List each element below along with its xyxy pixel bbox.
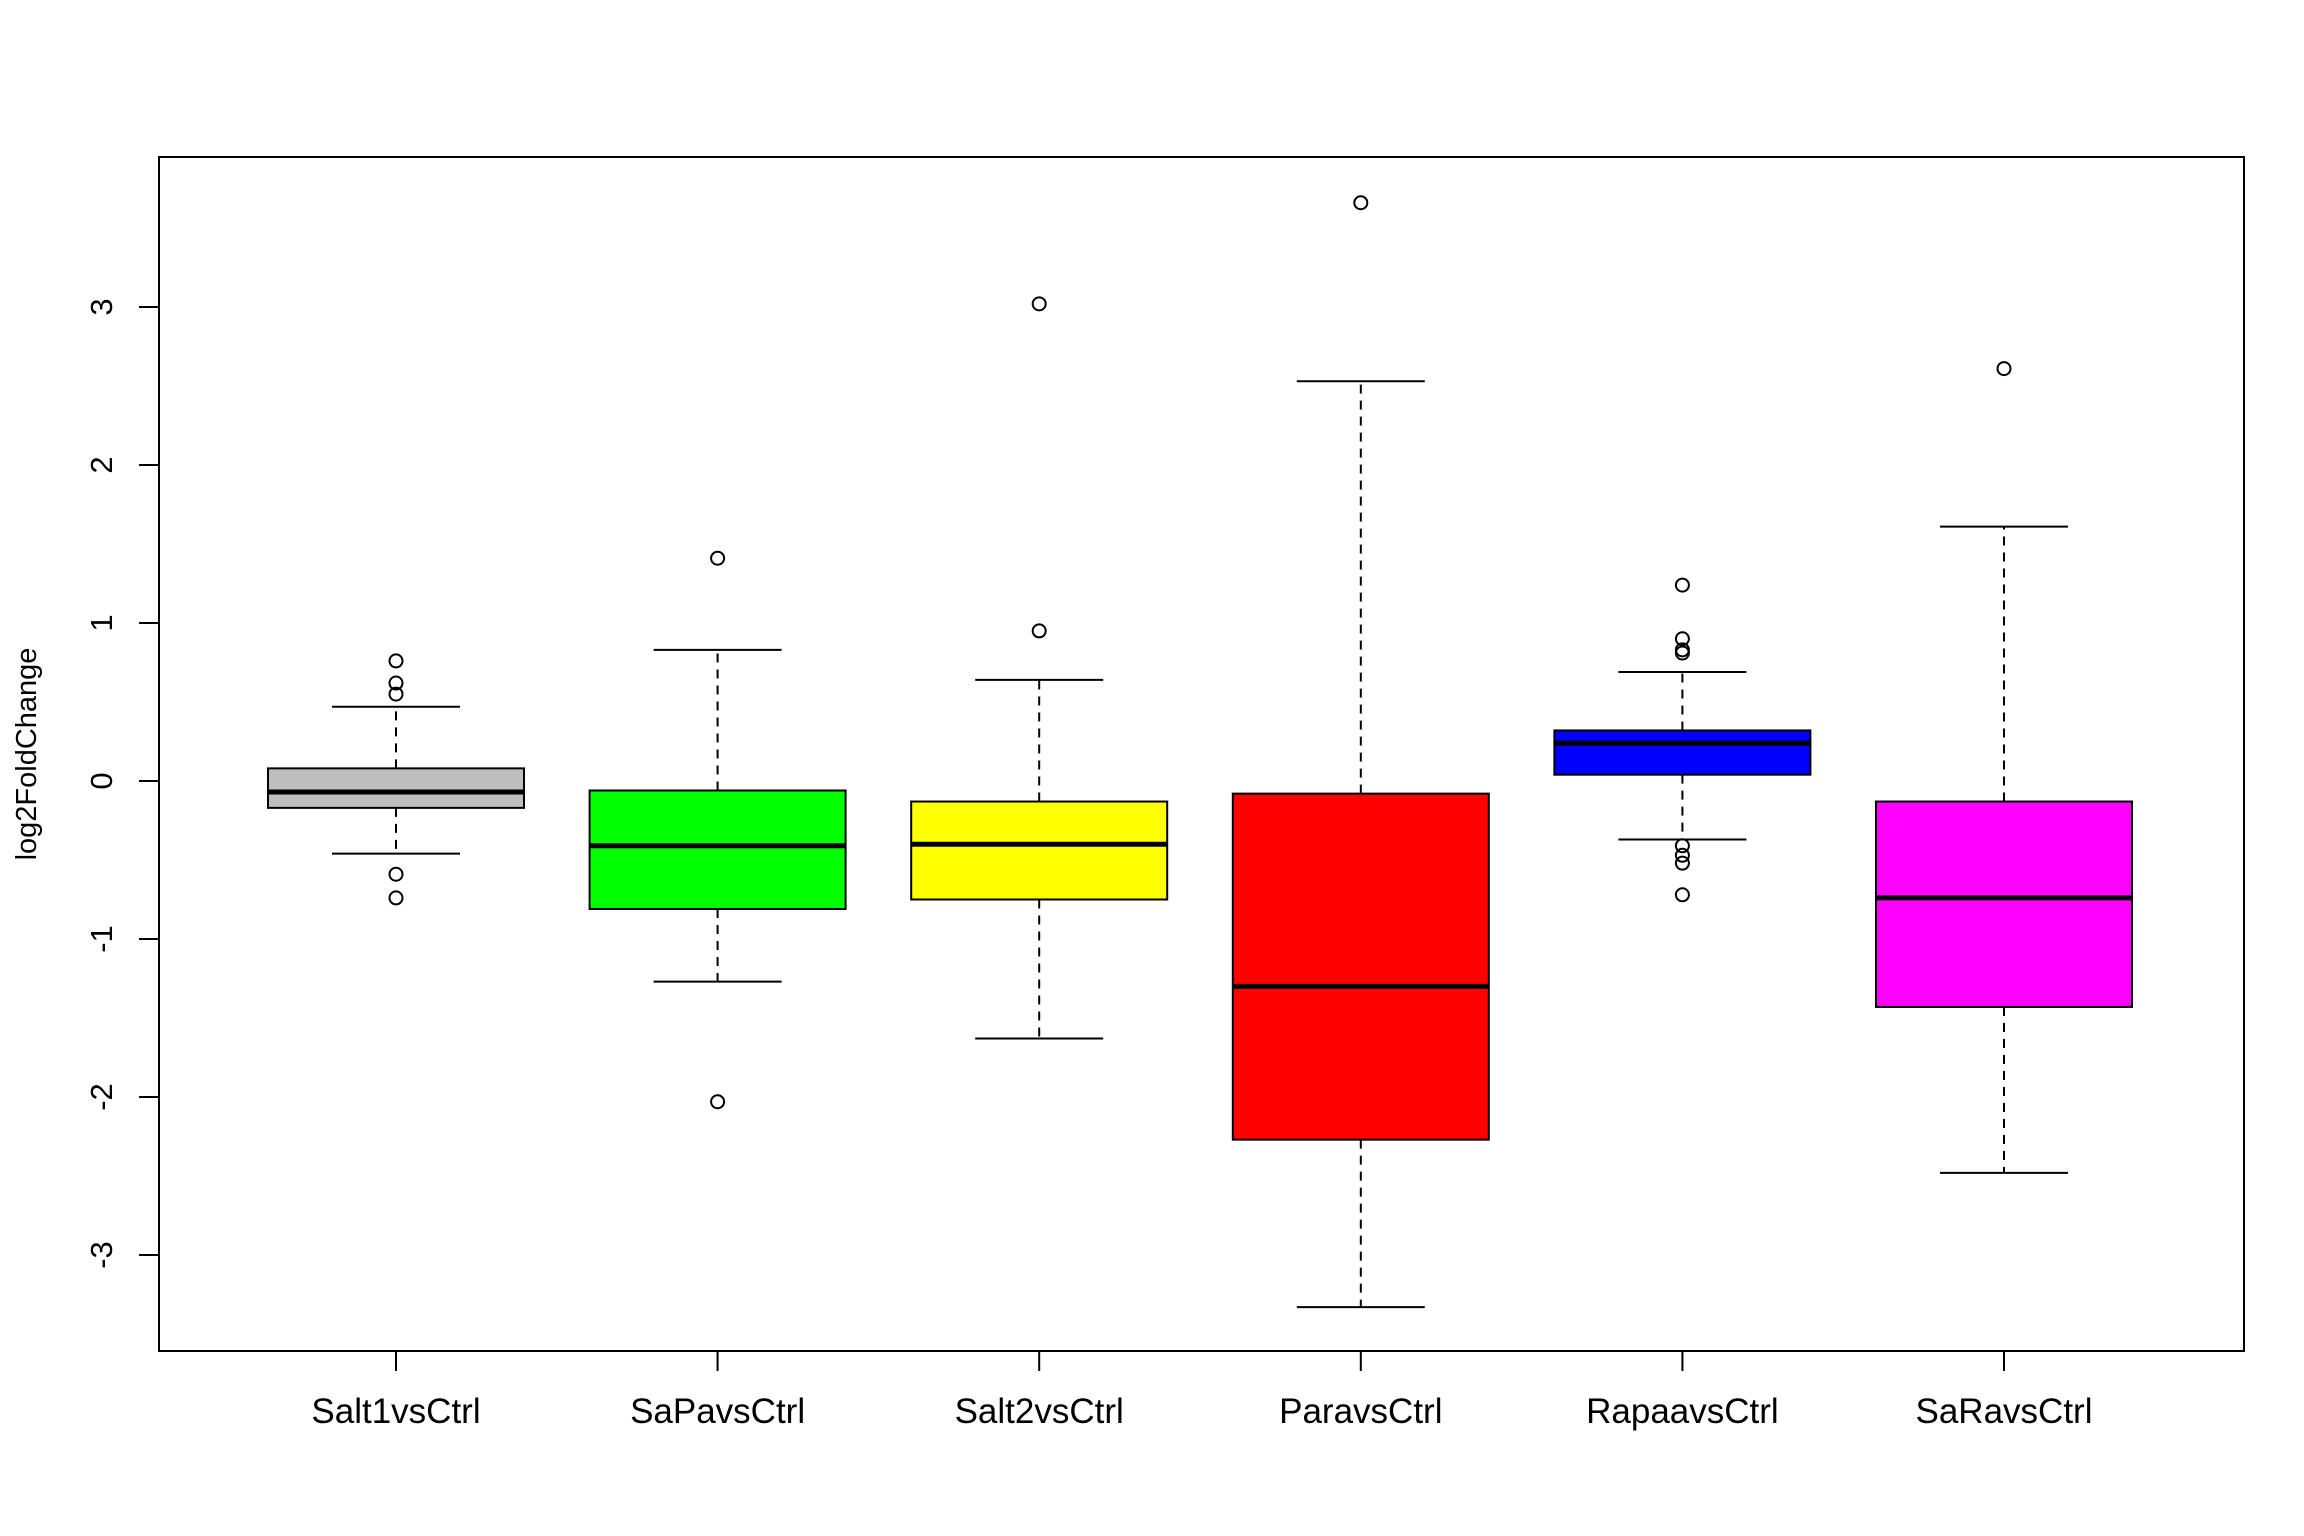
y-tick-label: -2 bbox=[84, 1083, 119, 1111]
box-Salt2vsCtrl bbox=[910, 296, 1169, 1040]
y-tick-label: 3 bbox=[84, 298, 119, 315]
y-tick-label: -3 bbox=[84, 1241, 119, 1269]
x-tick-label: Salt1vsCtrl bbox=[311, 1392, 480, 1431]
box-iqr bbox=[267, 767, 525, 809]
y-tick-label: 2 bbox=[84, 456, 119, 473]
outlier-point bbox=[388, 890, 404, 906]
box-iqr bbox=[1231, 792, 1490, 1141]
box-iqr bbox=[910, 800, 1169, 901]
outlier-point bbox=[710, 1094, 726, 1110]
outlier-point bbox=[1674, 631, 1690, 647]
x-tick-label: ParavsCtrl bbox=[1279, 1392, 1442, 1431]
outlier-point bbox=[1674, 847, 1690, 863]
outlier-point bbox=[1353, 195, 1369, 211]
box-SaPavsCtrl bbox=[588, 550, 847, 1110]
outlier-point bbox=[1996, 361, 2012, 377]
box-iqr bbox=[1875, 800, 2133, 1008]
x-axis: Salt1vsCtrl SaPavsCtrl Salt2vsCtrl ParavsCt… bbox=[311, 1351, 2092, 1431]
outlier-point bbox=[710, 550, 726, 566]
y-tick-label: 1 bbox=[84, 614, 119, 631]
outlier-point bbox=[1674, 838, 1690, 854]
box-iqr bbox=[588, 789, 847, 910]
outlier-point bbox=[388, 675, 404, 691]
outlier-point bbox=[1674, 887, 1690, 903]
outlier-point bbox=[388, 653, 404, 669]
outlier-point bbox=[388, 686, 404, 702]
x-tick-label: SaPavsCtrl bbox=[630, 1392, 805, 1431]
box-iqr bbox=[1553, 729, 1812, 776]
boxes-layer bbox=[267, 195, 2133, 1309]
box-RapaavsCtrl bbox=[1553, 577, 1812, 903]
outlier-point bbox=[1674, 855, 1690, 871]
box-ParavsCtrl bbox=[1231, 195, 1490, 1309]
x-tick-label: RapaavsCtrl bbox=[1586, 1392, 1779, 1431]
y-axis: -3 -2 -1 0 1 2 3 bbox=[84, 298, 160, 1269]
outlier-point bbox=[1674, 577, 1690, 593]
y-tick-label: -1 bbox=[84, 925, 119, 953]
outlier-point bbox=[1031, 623, 1047, 639]
box-Salt1vsCtrl bbox=[267, 653, 525, 906]
outlier-point bbox=[1674, 645, 1690, 661]
plot-frame bbox=[158, 156, 2245, 1352]
x-tick-label: SaRavsCtrl bbox=[1916, 1392, 2093, 1431]
y-axis-label: log2FoldChange bbox=[11, 648, 43, 861]
outlier-point bbox=[1031, 296, 1047, 312]
outlier-point bbox=[388, 866, 404, 882]
box-SaRavsCtrl bbox=[1875, 361, 2133, 1174]
y-tick-label: 0 bbox=[84, 772, 119, 789]
x-tick-label: Salt2vsCtrl bbox=[955, 1392, 1124, 1431]
